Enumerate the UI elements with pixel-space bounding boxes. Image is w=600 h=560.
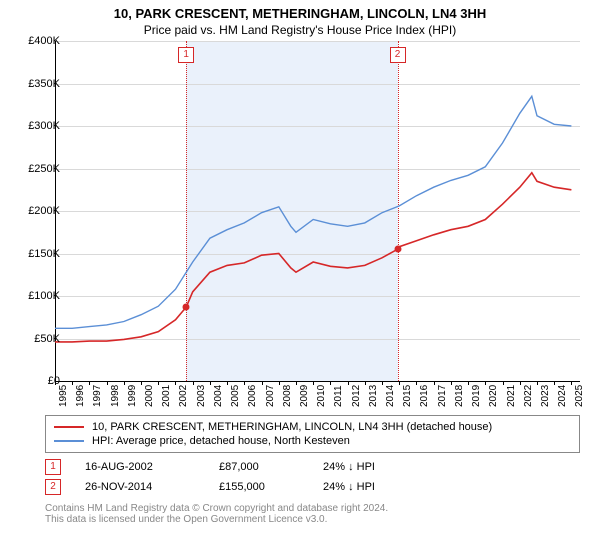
x-tick-label: 1996 <box>75 385 86 407</box>
x-tick-label: 2014 <box>385 385 396 407</box>
x-tick-label: 2008 <box>282 385 293 407</box>
x-tick-label: 2002 <box>178 385 189 407</box>
plot-region: 12 <box>55 41 580 381</box>
x-tick-label: 2005 <box>230 385 241 407</box>
chart-area: 12 1995 1996 1997 1998 1999 2000 2001 2002 2003 2… <box>10 41 590 411</box>
sale-marker: 1 <box>45 459 61 475</box>
series-property <box>55 173 571 342</box>
x-tick-label: 2017 <box>437 385 448 407</box>
footer-line: Contains HM Land Registry data © Crown c… <box>45 503 580 514</box>
y-tick-label: £250K <box>18 163 60 175</box>
sales-table: 1 16-AUG-2002 £87,000 24% ↓ HPI 2 26-NOV… <box>45 457 580 497</box>
sale-price: £155,000 <box>219 481 299 493</box>
legend: 10, PARK CRESCENT, METHERINGHAM, LINCOLN… <box>45 415 580 453</box>
legend-label: 10, PARK CRESCENT, METHERINGHAM, LINCOLN… <box>92 421 492 433</box>
y-tick-label: £200K <box>18 205 60 217</box>
y-tick-label: £50K <box>18 333 60 345</box>
y-tick-label: £300K <box>18 120 60 132</box>
sale-date: 26-NOV-2014 <box>85 481 195 493</box>
footer: Contains HM Land Registry data © Crown c… <box>45 503 580 525</box>
x-tick-label: 2010 <box>316 385 327 407</box>
x-tick-label: 2007 <box>265 385 276 407</box>
sale-row: 2 26-NOV-2014 £155,000 24% ↓ HPI <box>45 477 580 497</box>
x-tick-label: 1998 <box>110 385 121 407</box>
x-tick-label: 2011 <box>333 385 344 407</box>
legend-item: 10, PARK CRESCENT, METHERINGHAM, LINCOLN… <box>54 420 571 434</box>
x-tick-label: 2020 <box>488 385 499 407</box>
x-tick-label: 2009 <box>299 385 310 407</box>
y-tick-label: £350K <box>18 78 60 90</box>
x-tick-label: 2024 <box>557 385 568 407</box>
sale-dot <box>394 246 401 253</box>
y-tick-label: £100K <box>18 290 60 302</box>
sale-marker: 2 <box>45 479 61 495</box>
x-tick-label: 2000 <box>144 385 155 407</box>
y-tick-label: £150K <box>18 248 60 260</box>
x-tick-label: 1997 <box>92 385 103 407</box>
chart-subtitle: Price paid vs. HM Land Registry's House … <box>0 21 600 41</box>
x-tick-label: 2013 <box>368 385 379 407</box>
y-tick-label: £400K <box>18 35 60 47</box>
x-tick-label: 2015 <box>402 385 413 407</box>
x-tick-label: 2022 <box>523 385 534 407</box>
sale-dot <box>183 304 190 311</box>
x-tick-label: 2021 <box>506 385 517 407</box>
y-tick-label: £0 <box>18 375 60 387</box>
sale-date: 16-AUG-2002 <box>85 461 195 473</box>
x-tick-label: 1999 <box>127 385 138 407</box>
x-tick-label: 2018 <box>454 385 465 407</box>
x-tick-label: 2004 <box>213 385 224 407</box>
x-tick-label: 2003 <box>196 385 207 407</box>
x-tick-label: 1995 <box>58 385 69 407</box>
sale-delta: 24% ↓ HPI <box>323 481 375 493</box>
x-tick-label: 2023 <box>540 385 551 407</box>
sale-row: 1 16-AUG-2002 £87,000 24% ↓ HPI <box>45 457 580 477</box>
sale-delta: 24% ↓ HPI <box>323 461 375 473</box>
chart-container: 10, PARK CRESCENT, METHERINGHAM, LINCOLN… <box>0 0 600 560</box>
x-tick-label: 2001 <box>161 385 172 407</box>
x-tick-label: 2006 <box>247 385 258 407</box>
footer-line: This data is licensed under the Open Gov… <box>45 514 580 525</box>
chart-title: 10, PARK CRESCENT, METHERINGHAM, LINCOLN… <box>0 0 600 21</box>
legend-label: HPI: Average price, detached house, Nort… <box>92 435 350 447</box>
legend-swatch <box>54 426 84 428</box>
series-lines <box>55 41 580 381</box>
x-tick-label: 2012 <box>351 385 362 407</box>
legend-swatch <box>54 440 84 442</box>
x-tick-label: 2016 <box>419 385 430 407</box>
x-axis-labels: 1995 1996 1997 1998 1999 2000 2001 2002 2003 2004… <box>55 381 580 411</box>
x-tick-label: 2019 <box>471 385 482 407</box>
sale-price: £87,000 <box>219 461 299 473</box>
legend-item: HPI: Average price, detached house, Nort… <box>54 434 571 448</box>
x-tick-label: 2025 <box>574 385 585 407</box>
